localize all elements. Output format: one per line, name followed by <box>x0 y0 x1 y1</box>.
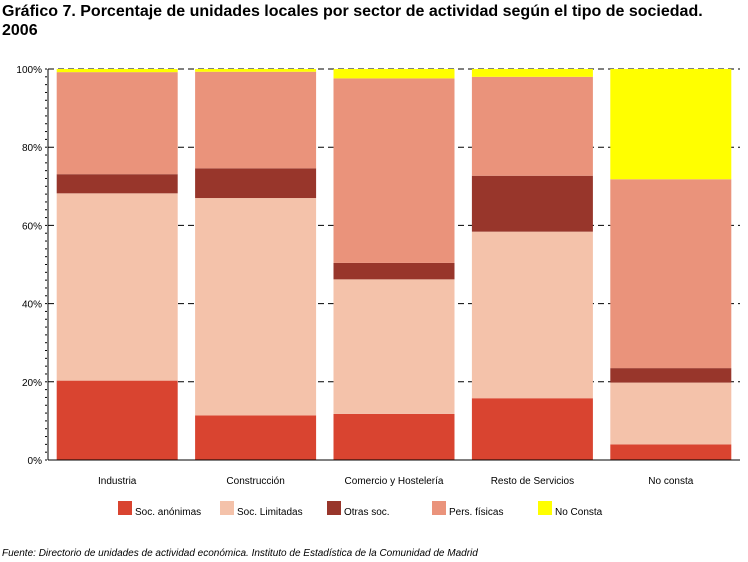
x-tick-label: Resto de Servicios <box>491 476 574 487</box>
bar-segment <box>333 413 455 460</box>
bar-segment <box>471 76 593 176</box>
bar-segment <box>610 382 732 445</box>
bar-segment <box>610 69 732 180</box>
bar-segment <box>56 72 178 175</box>
bar-segment <box>195 168 317 199</box>
legend-swatch <box>538 501 552 515</box>
bar-segment <box>610 368 732 383</box>
legend-label: Otras soc. <box>344 507 390 518</box>
legend-swatch <box>432 501 446 515</box>
bar-segment <box>333 69 455 79</box>
bar-segment <box>195 71 317 169</box>
bar-segment <box>333 262 455 280</box>
bar-segment <box>471 231 593 399</box>
legend-swatch <box>220 501 234 515</box>
chart-title: Gráfico 7. Porcentaje de unidades locale… <box>2 3 703 39</box>
bar-segment <box>56 380 178 460</box>
bar-segment <box>471 69 593 77</box>
y-tick-label: 100% <box>16 65 42 76</box>
x-tick-label: Industria <box>98 476 137 487</box>
bar-segment <box>56 174 178 194</box>
x-tick-label: Comercio y Hostelería <box>345 476 444 487</box>
bar-segment <box>471 398 593 460</box>
bar-segment <box>56 69 178 73</box>
bar-segment <box>56 193 178 381</box>
bar-segment <box>195 198 317 416</box>
y-tick-label: 0% <box>28 456 43 467</box>
bars <box>56 69 732 460</box>
bar-segment <box>195 415 317 460</box>
bar-segment <box>333 78 455 263</box>
source-note: Fuente: Directorio de unidades de activi… <box>2 548 478 559</box>
y-tick-label: 60% <box>22 221 42 232</box>
bar-segment <box>471 175 593 232</box>
bar-segment <box>195 69 317 72</box>
x-tick-label: Construcción <box>226 476 284 487</box>
axes: 0% 20% 40% 60% 80% 100% Industria Construcción C… <box>16 65 740 487</box>
legend-swatch <box>327 501 341 515</box>
legend-label: Soc. anónimas <box>135 507 201 518</box>
legend: Soc. anónimas Soc. Limitadas Otras soc. Per… <box>118 501 603 518</box>
bar-segment <box>610 179 732 369</box>
x-tick-label: No consta <box>648 476 693 487</box>
legend-label: Soc. Limitadas <box>237 507 303 518</box>
y-tick-label: 80% <box>22 143 42 154</box>
legend-swatch <box>118 501 132 515</box>
bar-segment <box>333 279 455 414</box>
bar-segment <box>610 444 732 460</box>
legend-label: Pers. físicas <box>449 507 503 518</box>
y-tick-label: 40% <box>22 300 42 311</box>
y-tick-label: 20% <box>22 378 42 389</box>
legend-label: No Consta <box>555 507 603 518</box>
